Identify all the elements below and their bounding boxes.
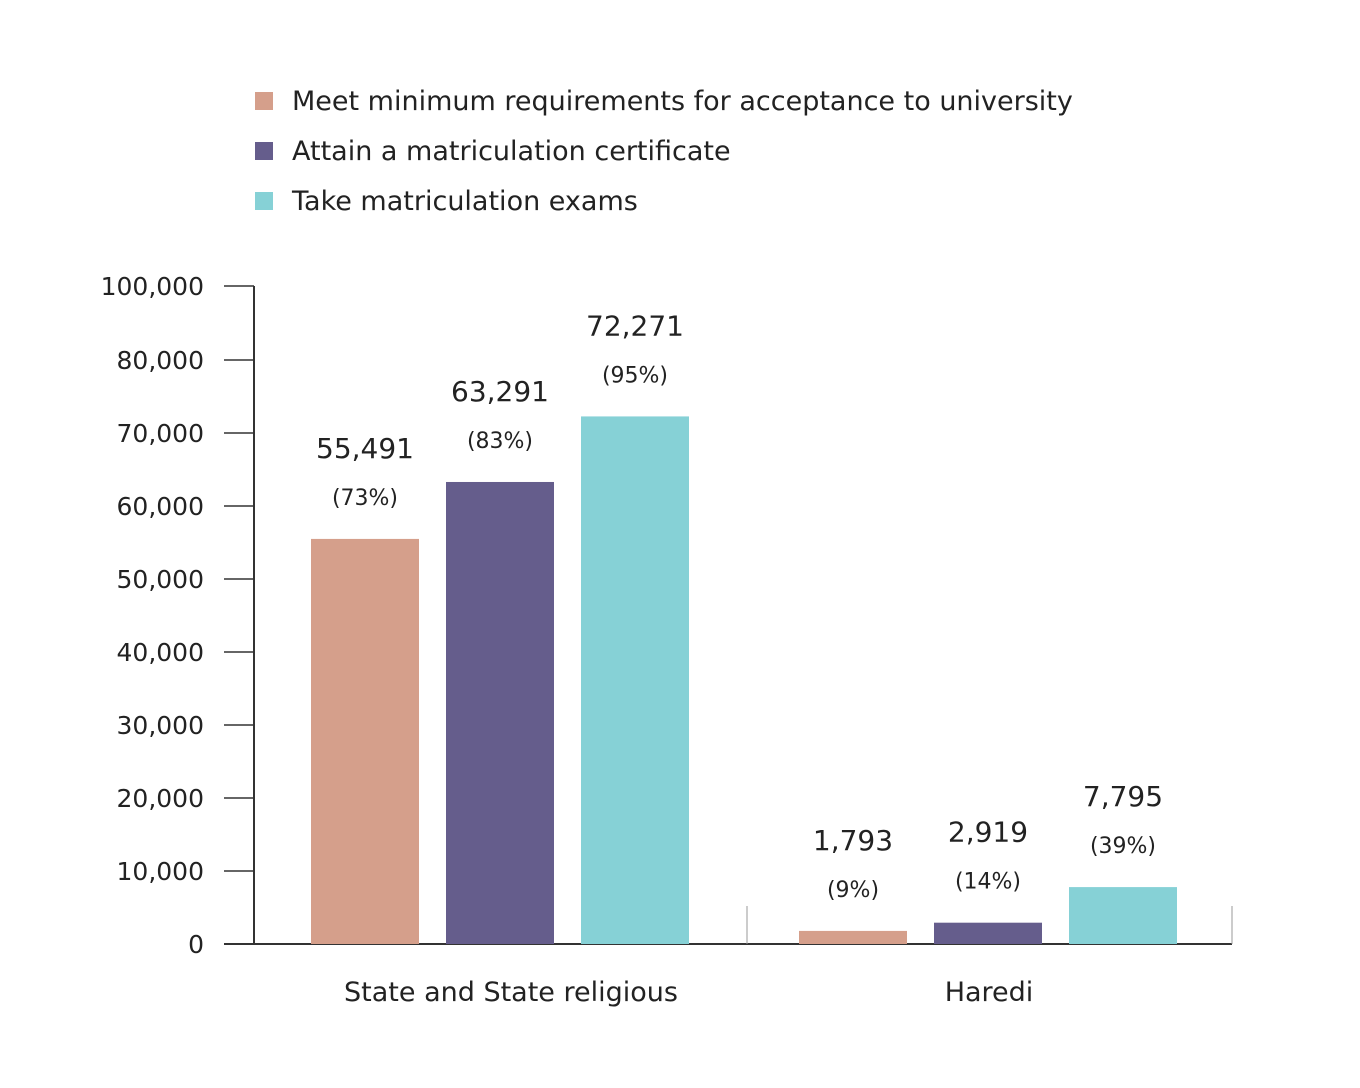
bar-value-label: 1,793 xyxy=(813,824,893,857)
bar-percent-label: (39%) xyxy=(1090,834,1156,859)
bar-percent-label: (9%) xyxy=(827,878,879,903)
bar-percent-label: (95%) xyxy=(602,363,668,388)
bar-value-label: 63,291 xyxy=(451,375,549,408)
y-tick-label: 60,000 xyxy=(117,492,204,521)
y-tick-label: 70,000 xyxy=(117,419,204,448)
bar xyxy=(799,930,907,944)
bar xyxy=(446,481,554,944)
bar-percent-label: (14%) xyxy=(955,870,1021,895)
data-labels: 55,491 (73%) 1,793 (9%) 63,291 (83%) 2,919 (14%… xyxy=(316,309,1163,902)
legend-swatch-series-2 xyxy=(255,142,273,160)
y-axis: 0 10,000 20,000 30,000 40,000 50,000 60,000 70,… xyxy=(101,272,255,959)
y-tick-label: 50,000 xyxy=(117,565,204,594)
bar-value-label: 55,491 xyxy=(316,432,414,465)
bars xyxy=(311,416,1177,944)
bar xyxy=(311,538,419,944)
y-tick-label: 80,000 xyxy=(117,346,204,375)
bar xyxy=(581,416,689,944)
y-tick-label: 10,000 xyxy=(117,857,204,886)
legend-label-series-3: Take matriculation exams xyxy=(292,185,638,217)
bar-percent-label: (83%) xyxy=(467,429,533,454)
legend-swatch-series-3 xyxy=(255,192,273,210)
bar-value-label: 7,795 xyxy=(1083,780,1163,813)
legend-item-series-3: Take matriculation exams xyxy=(255,176,1073,226)
y-tick-label: 100,000 xyxy=(101,272,204,301)
legend-swatch-series-1 xyxy=(255,92,273,110)
y-tick-label: 20,000 xyxy=(117,784,204,813)
category-label: State and State religious xyxy=(344,977,678,1008)
bar xyxy=(934,922,1042,944)
bar xyxy=(1069,887,1177,944)
legend-item-series-1: Meet minimum requirements for acceptance… xyxy=(255,76,1073,126)
y-tick-label: 40,000 xyxy=(117,638,204,667)
x-axis: State and State religious Haredi xyxy=(224,906,1233,1008)
bar-value-label: 72,271 xyxy=(586,309,684,342)
legend-item-series-2: Attain a matriculation certificate xyxy=(255,126,1073,176)
y-tick-label: 30,000 xyxy=(117,711,204,740)
y-tick-label: 0 xyxy=(188,930,204,959)
category-label: Haredi xyxy=(945,977,1034,1008)
bar-value-label: 2,919 xyxy=(948,816,1028,849)
legend: Meet minimum requirements for acceptance… xyxy=(255,76,1073,226)
bar-percent-label: (73%) xyxy=(332,486,398,511)
legend-label-series-1: Meet minimum requirements for acceptance… xyxy=(292,85,1073,117)
legend-label-series-2: Attain a matriculation certificate xyxy=(292,135,731,167)
